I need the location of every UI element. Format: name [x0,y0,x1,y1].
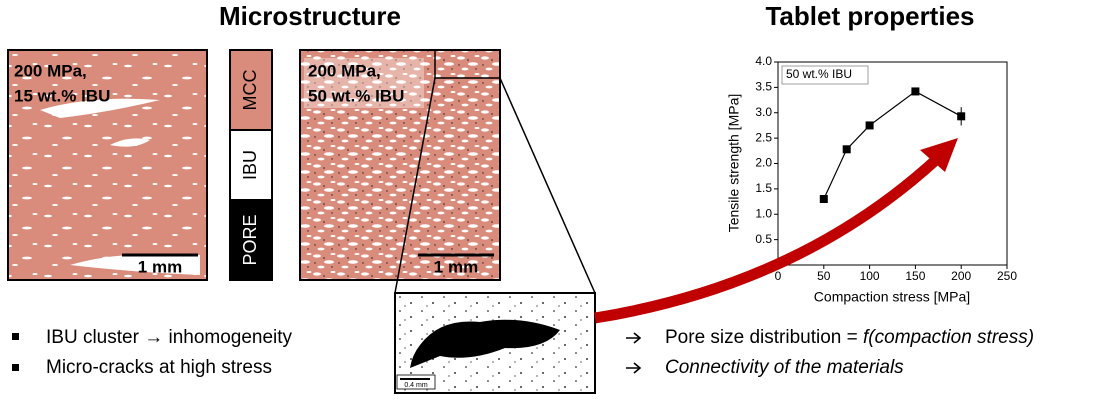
marker [911,87,920,96]
legend-label: PORE [240,214,260,265]
y-tick-label: 3.5 [755,80,772,94]
big-arrow-head [920,138,958,172]
bullet-text: Pore size distribution = f(compaction st… [665,327,1034,348]
x-axis-label: Compaction stress [MPa] [814,289,970,305]
zoom-line [394,77,436,294]
ibu-cluster [40,98,200,275]
image-label: 200 MPa, [308,61,381,80]
zoom-box [434,49,501,79]
plot-frame [777,61,1008,266]
arrow-icon [626,332,642,344]
zoom-line [499,77,596,294]
image-label: 15 wt.% IBU [14,86,110,105]
y-tick-label: 3.0 [755,105,772,119]
title: Tablet properties [765,1,974,31]
big-arrow [594,153,942,324]
bullet [12,333,19,340]
scale-label: 1 mm [434,257,478,276]
image-label: 200 MPa, [14,61,87,80]
marker [957,112,966,121]
arrow-icon [626,362,642,374]
image-label: 50 wt.% IBU [308,86,404,105]
micrograph [299,49,501,281]
y-tick-label: 4.0 [755,54,772,68]
y-tick-label: 0.5 [755,232,772,246]
legend-swatch [229,199,273,281]
y-tick-label: 2.5 [755,130,772,144]
y-tick-label: 1.0 [755,206,772,220]
x-tick-label: 0 [775,269,782,283]
bullet-text: Micro-cracks at high stress [46,357,272,378]
micrograph [7,49,208,281]
scale-label: 1 mm [138,257,182,276]
x-tick-label: 100 [860,269,880,283]
marker [819,195,828,204]
annotation: 50 wt.% IBU [786,67,852,81]
x-tick-label: 250 [997,269,1017,283]
y-tick-label: 1.5 [755,181,772,195]
scale-label: 0.4 mm [404,382,428,389]
y-axis-label: Tensile strength [MPa] [726,94,742,233]
label-backdrop [304,58,424,108]
bullet-text: IBU cluster → inhomogeneity [46,327,293,348]
marker [842,145,851,154]
legend-label: IBU [240,150,260,180]
x-tick-label: 150 [905,269,925,283]
legend-swatch [229,49,273,131]
y-tick-label: 2.0 [755,156,772,170]
legend-label: MCC [240,70,260,111]
x-tick-label: 50 [817,269,831,283]
text: f(compaction stress) [863,327,1034,348]
pore-cluster [410,319,560,368]
chart: 0 50 100 150 200 250 0.5 1.0 1.5 2.0 2.5 3.0 3.5 4.0 [755,54,1017,283]
title: Microstructure [219,1,401,31]
bullet [12,364,19,371]
annotation-box [781,65,869,85]
marker [865,121,874,130]
text: Pore size distribution = [665,327,863,348]
x-tick-label: 200 [951,269,971,283]
bullet-text: Connectivity of the materials [665,357,904,378]
